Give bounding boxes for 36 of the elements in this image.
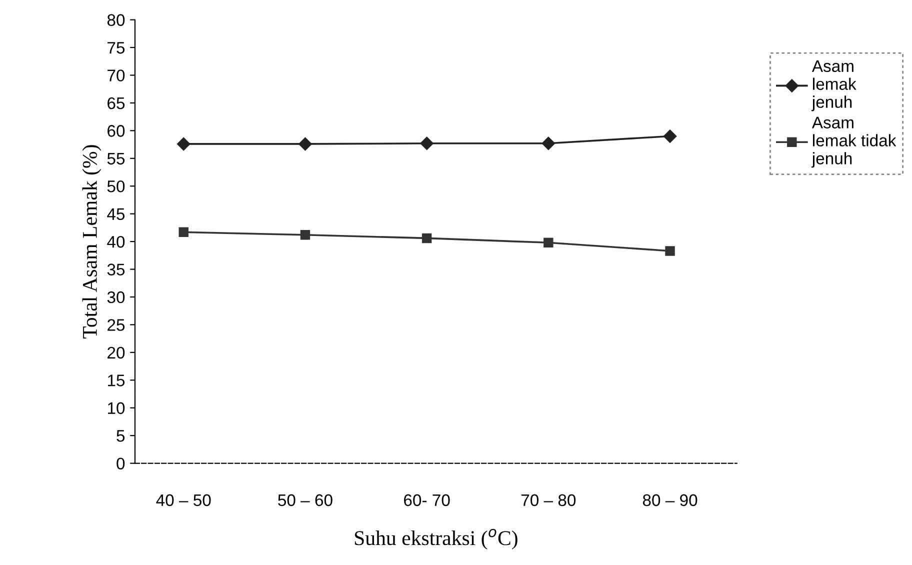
- point: [422, 233, 432, 244]
- y-tick-label: 50: [107, 180, 125, 192]
- x-tick-label: 50 – 60: [278, 494, 332, 506]
- y-tick-label: 60: [108, 125, 125, 137]
- y-tick-label: 0: [116, 458, 125, 470]
- point: [177, 137, 190, 151]
- point: [665, 246, 675, 256]
- legend-label: Asam lemak tidak jenuh: [811, 116, 896, 168]
- y-tick-label: 40: [107, 236, 125, 248]
- point: [298, 137, 312, 151]
- y-tick-label: 5: [116, 430, 125, 442]
- point: [544, 238, 554, 248]
- y-tick-label: 75: [108, 42, 125, 54]
- x-tick-label: 70 – 80: [521, 494, 576, 506]
- point: [420, 136, 434, 150]
- point: [542, 136, 556, 150]
- point: [178, 227, 188, 237]
- y-tick-label: 15: [108, 374, 125, 386]
- point: [300, 230, 310, 240]
- y-axis-title: Total Asam Lemak (%): [82, 145, 102, 338]
- legend-label: Asam lemak jenuh: [811, 60, 856, 112]
- y-tick-label: 25: [108, 319, 125, 331]
- y-tick-label: 45: [107, 208, 125, 220]
- x-tick-label: 40 – 50: [156, 494, 211, 506]
- y-tick-label: 70: [108, 70, 125, 82]
- y-tick-label: 80: [107, 14, 125, 26]
- point: [663, 130, 677, 143]
- y-tick-label: 30: [107, 291, 125, 304]
- y-tick-label: 35: [107, 264, 125, 276]
- y-tick-label: 55: [107, 152, 125, 165]
- y-tick-label: 10: [108, 402, 125, 414]
- y-tick-label: 20: [108, 346, 125, 359]
- x-tick-label: 60- 70: [404, 494, 450, 506]
- y-tick-label: 65: [108, 97, 125, 110]
- x-tick-label: 80 – 90: [642, 494, 698, 506]
- x-axis-title: Suhu ekstraksi ($^{o}$C): [354, 528, 518, 550]
